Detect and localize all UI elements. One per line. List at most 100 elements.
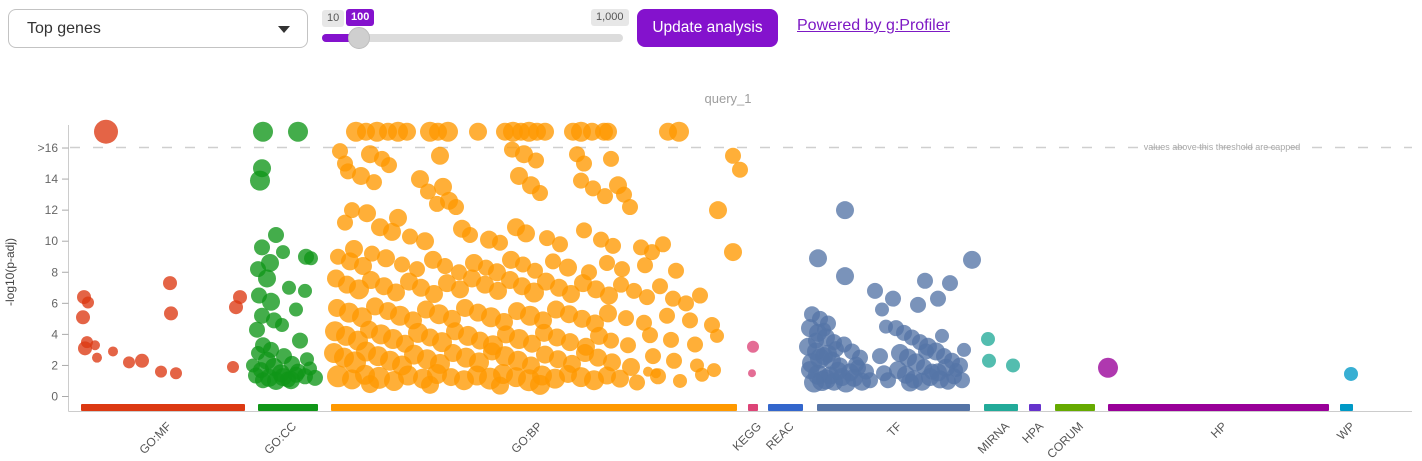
data-point[interactable] [668, 262, 684, 279]
data-point[interactable] [559, 258, 577, 277]
data-point[interactable] [599, 254, 615, 271]
data-point[interactable] [282, 280, 296, 295]
data-point[interactable] [337, 214, 353, 231]
data-point[interactable] [381, 157, 397, 174]
data-point[interactable] [599, 304, 617, 323]
data-point[interactable] [643, 366, 653, 377]
source-bar-REAC[interactable] [768, 404, 803, 411]
data-point[interactable] [523, 334, 541, 353]
data-point[interactable] [636, 314, 652, 331]
data-point[interactable] [918, 343, 934, 360]
data-point[interactable] [262, 292, 280, 311]
data-point[interactable] [954, 372, 970, 389]
data-point[interactable] [254, 239, 270, 256]
data-point[interactable] [804, 372, 824, 393]
data-point[interactable] [1006, 358, 1020, 373]
top-genes-slider[interactable] [322, 27, 623, 49]
data-point[interactable] [611, 369, 629, 388]
data-point[interactable] [732, 161, 748, 178]
data-point[interactable] [387, 283, 405, 302]
data-point[interactable] [517, 224, 535, 243]
data-point[interactable] [562, 285, 580, 304]
data-point[interactable] [829, 361, 847, 380]
data-point[interactable] [678, 295, 694, 312]
data-point[interactable] [552, 236, 568, 253]
data-point[interactable] [935, 328, 949, 343]
data-point[interactable] [687, 336, 703, 353]
source-bar-MIRNA[interactable] [984, 404, 1018, 411]
data-point[interactable] [665, 290, 681, 307]
data-point[interactable] [163, 276, 177, 291]
data-point[interactable] [901, 373, 919, 392]
data-point[interactable] [639, 289, 655, 306]
data-point[interactable] [682, 312, 698, 329]
data-point[interactable] [885, 290, 901, 307]
data-point[interactable] [82, 296, 94, 309]
data-point[interactable] [344, 202, 360, 219]
data-point[interactable] [402, 228, 418, 245]
source-bar-HP[interactable] [1108, 404, 1329, 411]
data-point[interactable] [409, 261, 425, 278]
data-point[interactable] [451, 264, 467, 281]
data-point[interactable] [250, 170, 270, 191]
source-bar-GO:BP[interactable] [331, 404, 737, 411]
data-point[interactable] [748, 369, 756, 378]
data-point[interactable] [620, 337, 636, 354]
data-point[interactable] [626, 282, 642, 299]
data-point[interactable] [910, 296, 926, 313]
data-point[interactable] [288, 121, 308, 142]
data-point[interactable] [651, 368, 661, 379]
data-point[interactable] [673, 373, 687, 388]
data-point[interactable] [227, 360, 239, 373]
data-point[interactable] [524, 282, 544, 303]
data-point[interactable] [603, 150, 619, 167]
data-point[interactable] [292, 332, 308, 349]
data-point[interactable] [229, 300, 243, 315]
data-point[interactable] [377, 249, 395, 268]
data-point[interactable] [108, 346, 118, 357]
data-point[interactable] [597, 188, 613, 205]
data-point[interactable] [340, 163, 356, 180]
data-point[interactable] [307, 369, 323, 386]
data-point[interactable] [469, 122, 487, 141]
data-point[interactable] [92, 352, 102, 363]
data-point[interactable] [530, 374, 550, 395]
data-point[interactable] [666, 352, 682, 369]
data-point[interactable] [366, 174, 382, 191]
data-point[interactable] [253, 121, 273, 142]
data-point[interactable] [155, 365, 167, 378]
gene-list-dropdown[interactable]: Top genes [8, 9, 308, 48]
data-point[interactable] [963, 250, 981, 269]
data-point[interactable] [332, 143, 348, 160]
data-point[interactable] [655, 236, 671, 253]
data-point[interactable] [576, 155, 592, 172]
data-point[interactable] [491, 376, 509, 395]
data-point[interactable] [354, 257, 372, 276]
data-point[interactable] [695, 367, 709, 382]
data-point[interactable] [940, 373, 956, 390]
data-point[interactable] [76, 310, 90, 325]
data-point[interactable] [613, 276, 629, 293]
data-point[interactable] [536, 122, 554, 141]
data-point[interactable] [593, 231, 609, 248]
data-point[interactable] [298, 283, 312, 298]
data-point[interactable] [917, 272, 933, 289]
data-point[interactable] [549, 350, 567, 369]
data-point[interactable] [254, 307, 270, 324]
data-point[interactable] [488, 263, 506, 282]
data-point[interactable] [603, 332, 619, 349]
data-point[interactable] [561, 333, 579, 352]
data-point[interactable] [411, 170, 429, 189]
data-point[interactable] [492, 234, 508, 251]
data-point[interactable] [249, 321, 265, 338]
source-bar-TF[interactable] [817, 404, 970, 411]
data-point[interactable] [747, 340, 759, 353]
data-point[interactable] [425, 285, 443, 304]
data-point[interactable] [94, 119, 118, 144]
data-point[interactable] [289, 302, 303, 317]
data-point[interactable] [652, 278, 668, 295]
data-point[interactable] [707, 363, 721, 378]
data-point[interactable] [669, 121, 689, 142]
data-point[interactable] [421, 375, 439, 394]
data-point[interactable] [276, 245, 290, 260]
